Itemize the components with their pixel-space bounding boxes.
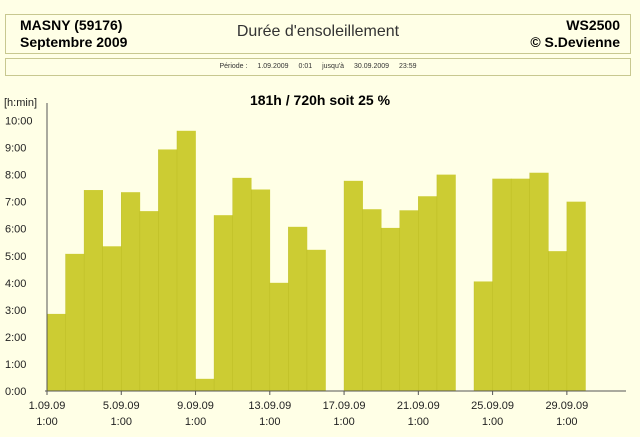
period-until: jusqu'à bbox=[322, 63, 345, 70]
x-tick-date: 25.09.09 bbox=[471, 400, 514, 412]
author-info: WS2500 © S.Devienne bbox=[530, 17, 620, 51]
bar-24.09 bbox=[474, 281, 493, 391]
device-name: WS2500 bbox=[566, 17, 620, 33]
bar-13.09 bbox=[269, 282, 289, 391]
y-tick-label: 0:00 bbox=[5, 386, 26, 398]
x-tick-time: 1:00 bbox=[556, 416, 577, 428]
bar-9.09 bbox=[195, 378, 215, 391]
station-name: MASNY (59176) bbox=[20, 17, 123, 33]
period-label: Période : bbox=[219, 63, 248, 70]
x-tick-time: 1:00 bbox=[111, 416, 132, 428]
bar-21.09 bbox=[418, 196, 438, 391]
y-tick-label: 6:00 bbox=[5, 224, 26, 236]
period-end: 30.09.2009 bbox=[354, 63, 390, 70]
bar-29.09 bbox=[566, 201, 586, 391]
y-axis-unit: [h:min] bbox=[4, 97, 38, 109]
bar-1.09 bbox=[47, 313, 66, 391]
bar-11.09 bbox=[232, 177, 252, 391]
bar-20.09 bbox=[399, 210, 419, 391]
bar-27.09 bbox=[529, 172, 549, 391]
bar-10.09 bbox=[214, 215, 233, 391]
x-tick-date: 17.09.09 bbox=[323, 400, 366, 412]
bar-26.09 bbox=[511, 178, 531, 391]
x-tick-time: 1:00 bbox=[36, 416, 57, 428]
bar-2.09 bbox=[65, 253, 85, 391]
x-tick-time: 1:00 bbox=[408, 416, 429, 428]
page-title: Durée d'ensoleillement bbox=[236, 23, 400, 40]
y-tick-label: 10:00 bbox=[5, 116, 33, 128]
header-box: MASNY (59176) Septembre 2009 Durée d'ens… bbox=[5, 14, 631, 54]
bar-7.09 bbox=[158, 149, 178, 391]
x-tick-time: 1:00 bbox=[333, 416, 354, 428]
bar-28.09 bbox=[548, 251, 568, 391]
x-tick-date: 9.09.09 bbox=[177, 400, 214, 412]
x-tick-date: 1.09.09 bbox=[29, 400, 66, 412]
y-tick-label: 5:00 bbox=[5, 251, 26, 263]
x-tick-date: 5.09.09 bbox=[103, 400, 140, 412]
bar-17.09 bbox=[344, 180, 363, 391]
bar-15.09 bbox=[306, 249, 326, 391]
bar-3.09 bbox=[84, 190, 103, 391]
x-tick-time: 1:00 bbox=[482, 416, 503, 428]
bar-12.09 bbox=[251, 189, 271, 391]
bar-22.09 bbox=[436, 174, 456, 391]
bar-19.09 bbox=[381, 227, 401, 391]
bar-6.09 bbox=[139, 211, 159, 391]
summary-total: 181h / 720h soit 25 % bbox=[249, 92, 391, 108]
period-start-time: 0:01 bbox=[298, 63, 313, 70]
period-end-time: 23:59 bbox=[399, 63, 417, 70]
y-tick-label: 4:00 bbox=[5, 278, 26, 290]
y-tick-label: 9:00 bbox=[5, 143, 26, 155]
y-tick-label: 2:00 bbox=[5, 332, 26, 344]
station-info: MASNY (59176) Septembre 2009 bbox=[20, 17, 127, 51]
y-tick-label: 7:00 bbox=[5, 197, 26, 209]
x-tick-time: 1:00 bbox=[185, 416, 206, 428]
bar-8.09 bbox=[176, 130, 196, 392]
x-tick-date: 29.09.09 bbox=[545, 400, 588, 412]
bar-18.09 bbox=[362, 209, 382, 391]
x-tick-date: 21.09.09 bbox=[397, 400, 440, 412]
x-tick-time: 1:00 bbox=[259, 416, 280, 428]
copyright: © S.Devienne bbox=[530, 34, 620, 50]
y-tick-label: 3:00 bbox=[5, 305, 26, 317]
bar-25.09 bbox=[492, 178, 512, 391]
station-month: Septembre 2009 bbox=[20, 34, 128, 50]
period-start: 1.09.2009 bbox=[257, 63, 289, 70]
x-tick-date: 13.09.09 bbox=[248, 400, 291, 412]
bar-4.09 bbox=[102, 246, 122, 391]
period-box: Période : 1.09.2009 0:01 jusqu'à 30.09.2… bbox=[5, 58, 631, 76]
y-tick-label: 8:00 bbox=[5, 170, 26, 182]
y-tick-label: 1:00 bbox=[5, 359, 26, 371]
bar-5.09 bbox=[121, 192, 141, 391]
bar-14.09 bbox=[288, 226, 308, 391]
